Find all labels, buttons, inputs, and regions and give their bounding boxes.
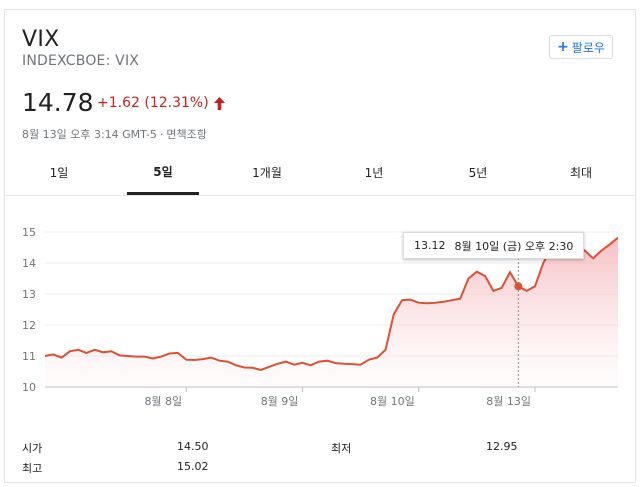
tab-label: 1년 bbox=[364, 166, 384, 180]
y-tick-label: 12 bbox=[22, 319, 36, 332]
plus-icon: + bbox=[557, 39, 569, 55]
open-label: 시가 bbox=[22, 442, 43, 455]
y-tick-label: 10 bbox=[22, 381, 36, 394]
stock-card: VIX INDEXCBOE: VIX + 팔로우 14.78 +1.62 (12… bbox=[4, 9, 636, 483]
stats-table: 시가 14.50 최고 15.02 최저 12.95 bbox=[5, 435, 635, 480]
x-tick-label: 8월 10일 bbox=[370, 394, 415, 408]
tab-1-month[interactable]: 1개월 bbox=[231, 150, 303, 195]
tab-1-year[interactable]: 1년 bbox=[338, 150, 410, 195]
chart-area-fill bbox=[45, 237, 618, 387]
low-label: 최저 bbox=[331, 442, 352, 455]
tab-label: 1일 bbox=[49, 166, 69, 180]
price-change-value: +1.62 (12.31%) bbox=[97, 95, 209, 111]
current-price: 14.78 bbox=[22, 88, 94, 117]
x-tick-label: 8월 8일 bbox=[144, 394, 182, 408]
follow-label: 팔로우 bbox=[571, 40, 605, 55]
chart-price-line bbox=[44, 236, 619, 371]
price-change: +1.62 (12.31%) bbox=[97, 95, 225, 111]
hover-point bbox=[514, 282, 523, 291]
quote-meta: 8월 13일 오후 3:14 GMT-5 · 면책조항 bbox=[22, 126, 207, 142]
y-tick-label: 14 bbox=[22, 257, 36, 270]
x-tick-label: 8월 9일 bbox=[261, 394, 299, 408]
follow-button[interactable]: + 팔로우 bbox=[549, 35, 613, 59]
chart-tooltip: 13.12 8월 10일 (금) 오후 2:30 bbox=[403, 232, 585, 259]
tab-label: 최대 bbox=[569, 166, 593, 180]
tab-label: 5년 bbox=[468, 166, 488, 180]
price-chart-svg: 10 11 12 13 14 15 8월 8일 8월 9일 8월 10일 8월 13일 bbox=[22, 226, 619, 408]
disclaimer-link[interactable]: 면책조항 bbox=[166, 128, 207, 141]
range-tabs: 1일 5일 1개월 1년 5년 최대 bbox=[5, 150, 635, 196]
high-label: 최고 bbox=[22, 462, 43, 475]
tooltip-time: 8월 10일 (금) 오후 2:30 bbox=[454, 239, 574, 253]
x-tick-label: 8월 13일 bbox=[486, 394, 531, 408]
tab-label: 1개월 bbox=[252, 166, 282, 180]
stock-exchange-symbol: INDEXCBOE: VIX bbox=[22, 53, 140, 69]
tab-max[interactable]: 최대 bbox=[545, 150, 617, 195]
y-tick-label: 13 bbox=[22, 288, 36, 301]
tab-5-day[interactable]: 5일 bbox=[127, 150, 199, 195]
tab-5-year[interactable]: 5년 bbox=[442, 150, 514, 195]
tooltip-value: 13.12 bbox=[414, 239, 446, 252]
y-tick-label: 11 bbox=[22, 350, 36, 363]
quote-timestamp: 8월 13일 오후 3:14 GMT-5 bbox=[22, 128, 157, 141]
open-value: 14.50 bbox=[177, 440, 209, 453]
stock-title: VIX bbox=[22, 27, 60, 52]
tab-label: 5일 bbox=[153, 164, 173, 179]
low-value: 12.95 bbox=[486, 440, 518, 453]
price-chart[interactable]: 10 11 12 13 14 15 8월 8일 8월 9일 8월 10일 8월 13일 bbox=[5, 210, 635, 425]
high-value: 15.02 bbox=[177, 460, 209, 473]
meta-separator: · bbox=[159, 128, 164, 141]
y-tick-label: 15 bbox=[22, 226, 36, 239]
tab-1-day[interactable]: 1일 bbox=[23, 150, 95, 195]
arrow-up-icon bbox=[213, 96, 225, 110]
